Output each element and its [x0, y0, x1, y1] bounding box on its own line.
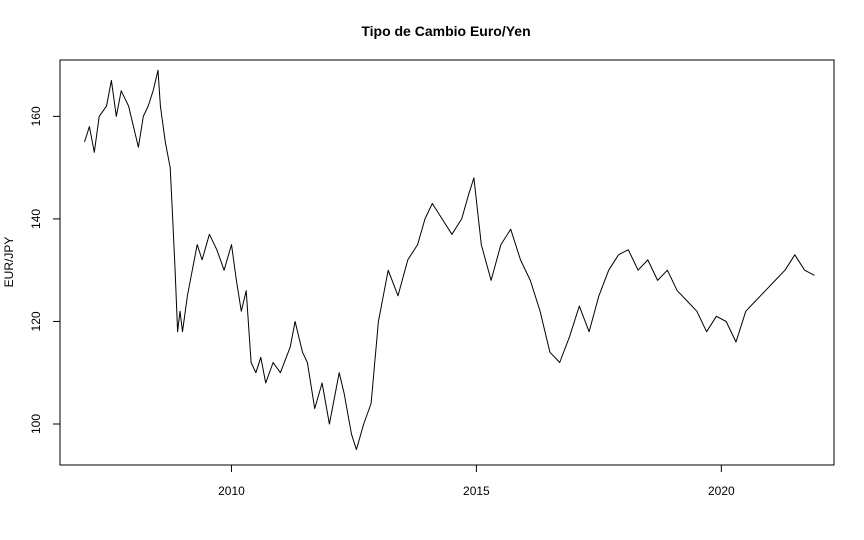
y-tick-label: 160: [29, 106, 43, 126]
y-axis: 100 120 140 160: [29, 106, 61, 434]
x-tick-label: 2015: [463, 484, 490, 498]
y-axis-label: EUR/JPY: [2, 237, 16, 288]
chart-title: Tipo de Cambio Euro/Yen: [361, 23, 530, 39]
x-axis: 2010 2015 2020: [218, 464, 735, 498]
y-tick-label: 120: [29, 311, 43, 331]
series-line-0: [84, 69, 815, 451]
y-tick-label: 140: [29, 209, 43, 229]
series-group: [84, 69, 815, 451]
plot-frame: [59, 59, 835, 466]
x-tick-label: 2020: [708, 484, 735, 498]
x-tick-label: 2010: [218, 484, 245, 498]
y-tick-label: 100: [29, 414, 43, 434]
